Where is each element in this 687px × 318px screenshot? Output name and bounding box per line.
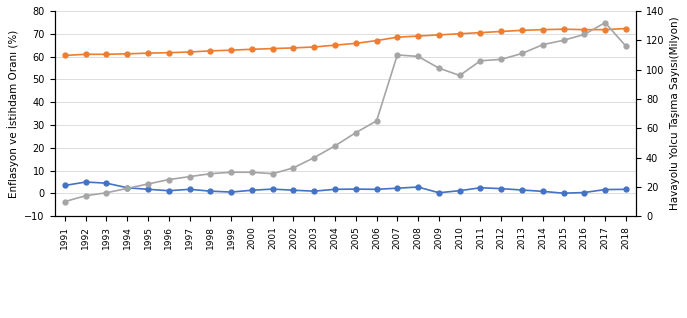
İstihdam Oranı [144, 51, 152, 55]
İstihdam Oranı [581, 28, 589, 31]
Havayolu Yolcu Taşıma Sayısı [102, 191, 111, 195]
Enflasyon Oranı [497, 187, 506, 190]
İstihdam Oranı [82, 52, 90, 56]
Enflasyon Oranı [60, 183, 69, 187]
Enflasyon Oranı [476, 186, 484, 190]
Enflasyon Oranı [165, 189, 173, 193]
Havayolu Yolcu Taşıma Sayısı [310, 156, 318, 160]
Enflasyon Oranı [102, 181, 111, 185]
İstihdam Oranı [559, 27, 567, 31]
Havayolu Yolcu Taşıma Sayısı [476, 59, 484, 63]
Enflasyon Oranı [539, 190, 547, 193]
Enflasyon Oranı [331, 187, 339, 191]
Havayolu Yolcu Taşıma Sayısı [414, 54, 423, 58]
Enflasyon Oranı [206, 189, 214, 193]
İstihdam Oranı [601, 28, 609, 31]
Havayolu Yolcu Taşıma Sayısı [60, 200, 69, 204]
Havayolu Yolcu Taşıma Sayısı [206, 172, 214, 176]
Enflasyon Oranı [352, 187, 360, 191]
Havayolu Yolcu Taşıma Sayısı [185, 175, 194, 178]
Y-axis label: Havayolu Yolcu Taşıma Sayısı(Milyon): Havayolu Yolcu Taşıma Sayısı(Milyon) [670, 17, 680, 211]
İstihdam Oranı [248, 47, 256, 51]
İstihdam Oranı [102, 52, 111, 56]
Enflasyon Oranı [455, 189, 464, 193]
İstihdam Oranı [185, 50, 194, 54]
İstihdam Oranı [289, 46, 297, 50]
Enflasyon Oranı [414, 185, 423, 189]
Havayolu Yolcu Taşıma Sayısı [331, 144, 339, 148]
Havayolu Yolcu Taşıma Sayısı [581, 32, 589, 36]
Enflasyon Oranı [372, 187, 381, 191]
Havayolu Yolcu Taşıma Sayısı [372, 119, 381, 123]
Havayolu Yolcu Taşıma Sayısı [352, 131, 360, 135]
İstihdam Oranı [393, 35, 401, 39]
İstihdam Oranı [60, 53, 69, 57]
Enflasyon Oranı [435, 191, 443, 195]
Y-axis label: Enflasyon ve İstihdam Oranı (%): Enflasyon ve İstihdam Oranı (%) [7, 30, 19, 198]
İstihdam Oranı [476, 31, 484, 35]
Havayolu Yolcu Taşıma Sayısı [559, 38, 567, 42]
Havayolu Yolcu Taşıma Sayısı [393, 53, 401, 57]
İstihdam Oranı [414, 34, 423, 38]
Havayolu Yolcu Taşıma Sayısı [123, 186, 131, 190]
Havayolu Yolcu Taşıma Sayısı [622, 44, 630, 48]
İstihdam Oranı [435, 33, 443, 37]
Enflasyon Oranı [82, 180, 90, 184]
İstihdam Oranı [227, 48, 235, 52]
Enflasyon Oranı [601, 188, 609, 191]
Enflasyon Oranı [289, 188, 297, 192]
İstihdam Oranı [123, 52, 131, 56]
Enflasyon Oranı [518, 188, 526, 192]
Havayolu Yolcu Taşıma Sayısı [455, 73, 464, 77]
Enflasyon Oranı [269, 187, 277, 191]
Havayolu Yolcu Taşıma Sayısı [539, 43, 547, 46]
Enflasyon Oranı [581, 190, 589, 194]
İstihdam Oranı [310, 45, 318, 49]
İstihdam Oranı [269, 47, 277, 51]
İstihdam Oranı [539, 28, 547, 31]
Line: Enflasyon Oranı: Enflasyon Oranı [63, 180, 629, 196]
Havayolu Yolcu Taşıma Sayısı [248, 170, 256, 174]
Line: İstihdam Oranı: İstihdam Oranı [63, 26, 629, 58]
Enflasyon Oranı [248, 188, 256, 192]
İstihdam Oranı [352, 41, 360, 45]
Havayolu Yolcu Taşıma Sayısı [227, 170, 235, 174]
İstihdam Oranı [622, 27, 630, 31]
Havayolu Yolcu Taşıma Sayısı [497, 58, 506, 61]
Enflasyon Oranı [622, 187, 630, 191]
Enflasyon Oranı [393, 186, 401, 190]
İstihdam Oranı [165, 51, 173, 55]
Havayolu Yolcu Taşıma Sayısı [289, 166, 297, 170]
Line: Havayolu Yolcu Taşıma Sayısı: Havayolu Yolcu Taşıma Sayısı [63, 20, 629, 204]
Havayolu Yolcu Taşıma Sayısı [144, 182, 152, 186]
İstihdam Oranı [455, 32, 464, 36]
Havayolu Yolcu Taşıma Sayısı [435, 66, 443, 70]
Havayolu Yolcu Taşıma Sayısı [518, 52, 526, 55]
Havayolu Yolcu Taşıma Sayısı [165, 178, 173, 182]
İstihdam Oranı [206, 49, 214, 53]
Havayolu Yolcu Taşıma Sayısı [82, 194, 90, 197]
İstihdam Oranı [497, 30, 506, 33]
Enflasyon Oranı [310, 189, 318, 193]
Havayolu Yolcu Taşıma Sayısı [269, 172, 277, 176]
Enflasyon Oranı [123, 186, 131, 190]
İstihdam Oranı [331, 43, 339, 47]
Enflasyon Oranı [144, 187, 152, 191]
Enflasyon Oranı [185, 187, 194, 191]
Enflasyon Oranı [227, 190, 235, 194]
Enflasyon Oranı [559, 191, 567, 195]
İstihdam Oranı [518, 28, 526, 32]
İstihdam Oranı [372, 39, 381, 43]
Havayolu Yolcu Taşıma Sayısı [601, 21, 609, 24]
